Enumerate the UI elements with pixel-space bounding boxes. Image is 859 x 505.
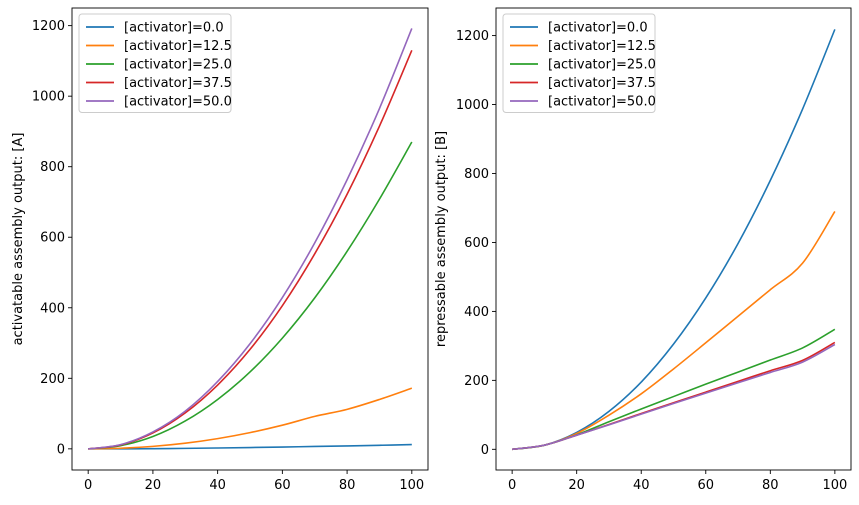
y-tick-label: 400: [40, 301, 65, 316]
y-tick-label: 1000: [456, 98, 489, 113]
y-tick-label: 0: [57, 442, 65, 457]
y-tick-label: 0: [481, 443, 489, 458]
chart-panel-2: 0 20 40 60 80 100020040060080010001200repress…: [434, 7, 852, 493]
x-tick-label: 100: [399, 478, 424, 493]
y-axis-label: repressable assembly output: [B]: [434, 131, 449, 347]
series-line-4: [88, 50, 413, 450]
x-tick-label: 20: [145, 478, 162, 493]
series-line-2: [88, 387, 413, 450]
series-line-1: [88, 443, 412, 450]
legend-label: [activator]=25.0: [124, 58, 232, 73]
x-tick-label: 40: [209, 478, 226, 493]
legend-label: [activator]=50.0: [548, 95, 656, 110]
axes-frame: [71, 7, 429, 471]
x-tick-label: 40: [633, 478, 650, 493]
x-tick-label: 100: [822, 478, 847, 493]
y-tick-label: 200: [464, 374, 489, 389]
chart-panel-1: 0 20 40 60 80 100020040060080010001200activat…: [11, 7, 429, 493]
legend-label: [activator]=37.5: [124, 76, 232, 91]
y-tick-label: 600: [40, 231, 65, 246]
x-tick-label: 60: [274, 478, 291, 493]
legend-box: [78, 13, 232, 113]
series-line-3: [512, 328, 836, 451]
x-tick-label: 80: [762, 478, 779, 493]
legend: [activator]=0.0 [activator]=12.5 [activato…: [502, 13, 656, 113]
y-tick-label: 200: [40, 372, 65, 387]
legend-box: [502, 13, 656, 113]
axes-frame: [495, 7, 852, 471]
x-tick-label: 80: [339, 478, 356, 493]
y-axis-label: activatable assembly output: [A]: [11, 133, 26, 346]
x-tick-label: 0: [84, 478, 92, 493]
y-tick-label: 1200: [32, 19, 65, 34]
y-tick-label: 1000: [32, 90, 65, 105]
y-tick-label: 600: [464, 236, 489, 251]
legend-label: [activator]=12.5: [548, 39, 656, 54]
x-tick-label: 60: [697, 478, 714, 493]
legend-label: [activator]=50.0: [124, 95, 232, 110]
series-line-5: [88, 28, 413, 450]
y-tick-label: 800: [40, 160, 65, 175]
legend-label: [activator]=12.5: [124, 39, 232, 54]
series-line-5: [512, 343, 836, 451]
legend-label: [activator]=0.0: [124, 21, 224, 36]
y-tick-label: 800: [464, 167, 489, 182]
legend-label: [activator]=37.5: [548, 76, 656, 91]
x-tick-label: 20: [568, 478, 585, 493]
y-tick-label: 400: [464, 305, 489, 320]
y-tick-label: 1200: [456, 29, 489, 44]
series-line-2: [512, 210, 836, 451]
legend-label: [activator]=0.0: [548, 21, 648, 36]
legend-label: [activator]=25.0: [548, 58, 656, 73]
x-tick-label: 0: [508, 478, 516, 493]
series-line-3: [88, 141, 413, 450]
legend: [activator]=0.0 [activator]=12.5 [activato…: [78, 13, 232, 113]
